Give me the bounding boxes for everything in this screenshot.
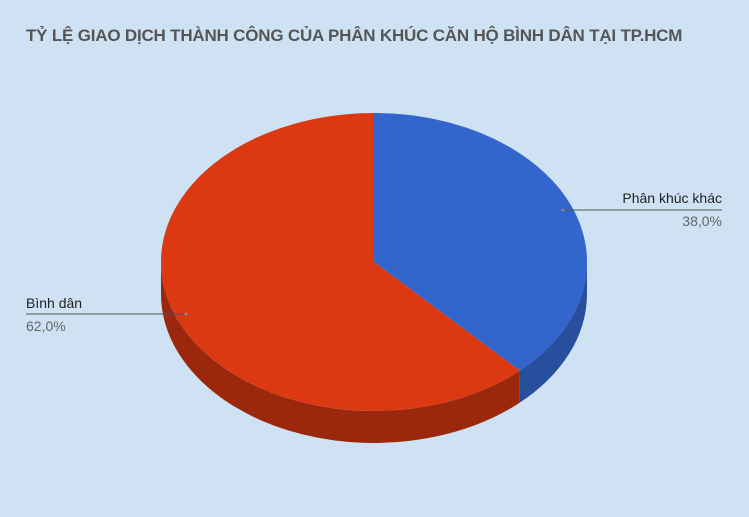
- pie-side-1: [161, 262, 520, 444]
- slice-value-label: 62,0%: [26, 318, 66, 334]
- label-anchor-dot: [561, 208, 565, 212]
- pie-slice[interactable]: [160, 113, 520, 412]
- slice-value-label: 38,0%: [682, 213, 722, 229]
- slice-label: Phân khúc khác: [622, 190, 722, 206]
- pie-side-0: [519, 262, 587, 403]
- chart-title: TỶ LỆ GIAO DỊCH THÀNH CÔNG CỦA PHÂN KHÚC…: [26, 26, 683, 45]
- pie-slice[interactable]: [374, 113, 588, 371]
- slice-label: Bình dân: [26, 295, 82, 311]
- label-anchor-dot: [184, 312, 188, 316]
